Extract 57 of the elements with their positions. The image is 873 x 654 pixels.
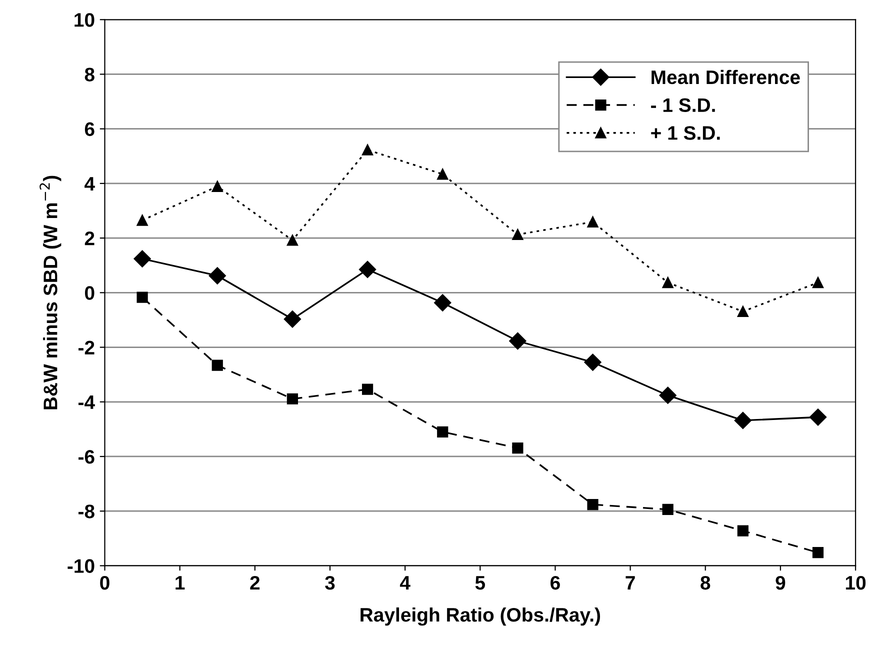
y-tick-label: 8 bbox=[84, 68, 94, 82]
x-tick-label: 9 bbox=[776, 576, 786, 590]
x-axis-title: Rayleigh Ratio (Obs./Ray.) bbox=[360, 607, 600, 626]
point bbox=[512, 228, 524, 240]
point bbox=[512, 442, 524, 454]
x-tick-label: 7 bbox=[626, 576, 635, 590]
point bbox=[362, 144, 374, 156]
y-tick-label: 10 bbox=[74, 13, 94, 27]
point bbox=[659, 386, 676, 404]
point bbox=[584, 354, 602, 371]
point bbox=[509, 332, 526, 350]
point bbox=[434, 294, 452, 312]
y-tick-label: 2 bbox=[84, 232, 94, 246]
y-tick-label: -6 bbox=[78, 450, 94, 464]
point bbox=[587, 498, 598, 510]
point bbox=[734, 412, 752, 429]
x-tick-label: 1 bbox=[176, 576, 185, 590]
point bbox=[737, 525, 748, 536]
x-tick-label: 2 bbox=[250, 576, 260, 590]
legend-label: - 1 S.D. bbox=[651, 98, 715, 112]
point bbox=[587, 216, 598, 228]
point bbox=[358, 260, 376, 278]
x-tick-label: 0 bbox=[100, 576, 110, 590]
x-tick-label: 10 bbox=[846, 576, 866, 590]
point bbox=[284, 310, 302, 328]
point bbox=[134, 250, 151, 268]
y-tick-label: 4 bbox=[84, 177, 95, 190]
x-tick-label: 6 bbox=[550, 576, 560, 590]
y-tick-label: -2 bbox=[78, 340, 94, 354]
point bbox=[662, 504, 674, 516]
y-tick-label: 0 bbox=[84, 286, 94, 300]
point bbox=[362, 384, 374, 395]
legend-label: + 1 S.D. bbox=[651, 126, 720, 140]
point bbox=[286, 393, 298, 404]
point bbox=[136, 292, 148, 303]
point bbox=[737, 306, 748, 318]
x-tick-label: 8 bbox=[700, 576, 710, 590]
x-tick-label: 4 bbox=[400, 576, 410, 590]
legend-label: Mean Difference bbox=[652, 70, 800, 84]
y-tick-label: 6 bbox=[84, 122, 94, 136]
y-axis-title: B&W minus SBD (W m$^{−2}$) bbox=[40, 176, 62, 410]
point bbox=[208, 267, 226, 284]
x-tick-label: 5 bbox=[475, 576, 486, 590]
point bbox=[437, 426, 448, 438]
y-tick-label: -4 bbox=[78, 396, 95, 409]
x-tick-label: 3 bbox=[325, 576, 335, 590]
point bbox=[212, 180, 223, 192]
point bbox=[812, 277, 824, 288]
point bbox=[286, 234, 298, 246]
y-tick-label: -8 bbox=[78, 504, 94, 518]
point bbox=[136, 214, 148, 226]
point bbox=[212, 360, 223, 371]
point bbox=[809, 408, 827, 426]
y-tick-label: -10 bbox=[68, 559, 94, 573]
point bbox=[662, 277, 674, 288]
point bbox=[812, 547, 824, 558]
point bbox=[437, 168, 448, 180]
